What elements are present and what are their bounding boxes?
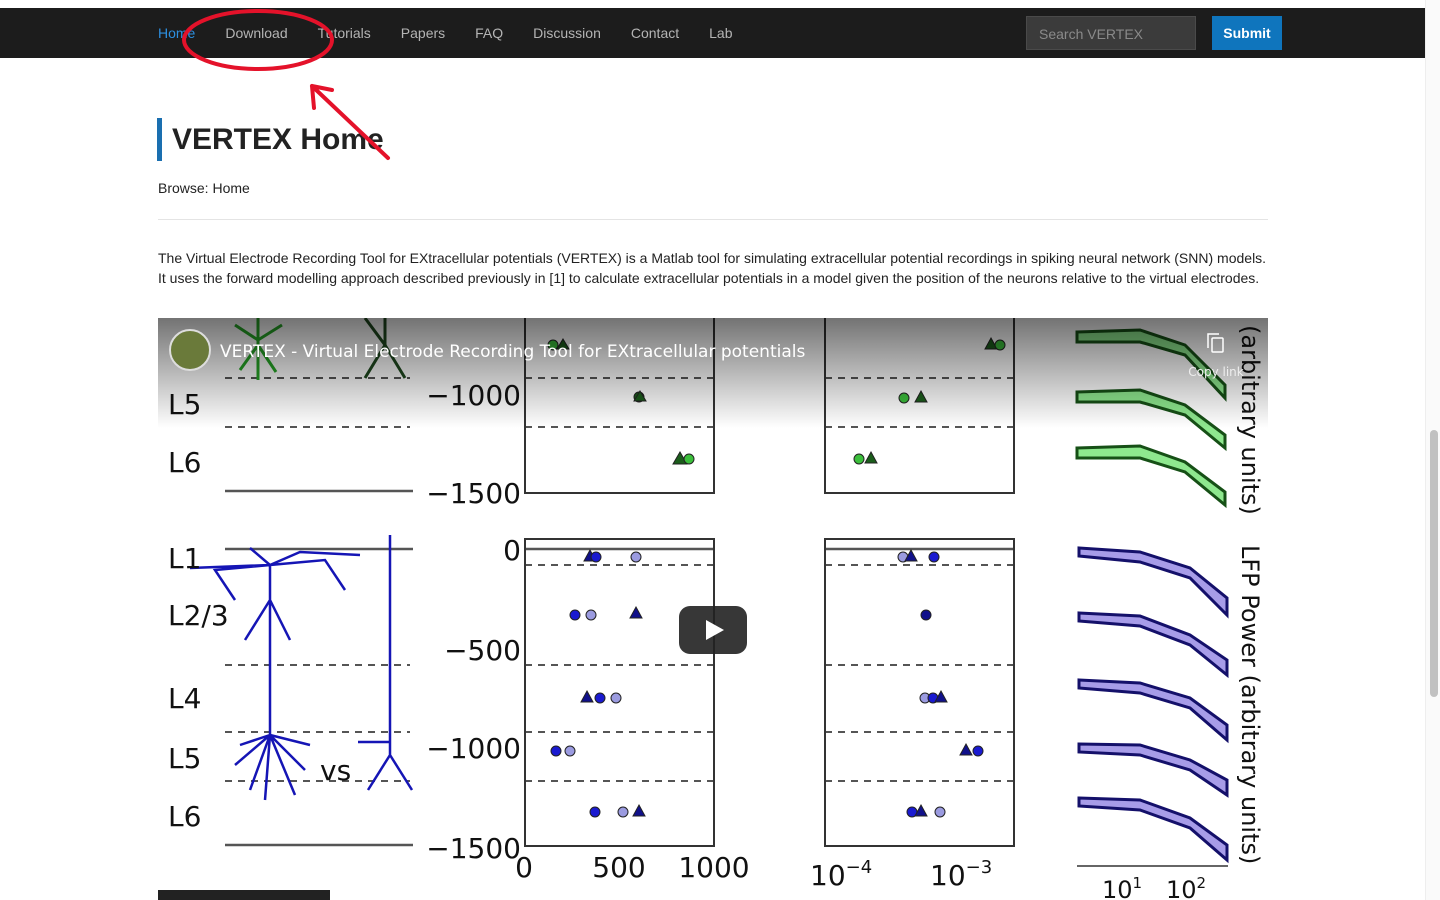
vs-label: vs (320, 754, 351, 787)
channel-avatar[interactable] (169, 329, 211, 371)
top-strip (0, 0, 1425, 8)
copy-icon[interactable] (1207, 333, 1224, 353)
freq-tick: 102 (1166, 874, 1206, 900)
magnitude-tick: 10−4 (810, 857, 872, 892)
nav-link[interactable]: Home (158, 25, 196, 41)
nav-link[interactable]: Tutorials (317, 25, 371, 41)
layer-label: L1 (168, 542, 201, 575)
video-bottom-bar (158, 890, 330, 900)
power-label: LFP Power (arbitrary units) (1236, 545, 1264, 864)
navbar: Home Download Tutorials Papers FAQ Discu… (0, 8, 1425, 58)
nav-links: Home Download Tutorials Papers FAQ Discu… (158, 8, 732, 58)
video-frame: L5 L6 L1 L2/3 L4 L5 L6 vs −1000 −1500 0 … (158, 318, 1268, 900)
depth-tick: −1500 (426, 477, 521, 510)
breadcrumb: Browse: Home (158, 180, 250, 196)
layer-label: L6 (168, 800, 201, 833)
depth-tick: −1000 (426, 732, 521, 765)
depth-tick: −500 (444, 634, 521, 667)
video-title[interactable]: VERTEX - Virtual Electrode Recording Too… (220, 342, 805, 362)
play-icon (706, 620, 724, 640)
scrollbar[interactable] (1425, 0, 1440, 900)
copy-link[interactable]: Copy link (1188, 365, 1244, 379)
layer-label: L2/3 (168, 599, 229, 632)
nav-link[interactable]: Download (225, 25, 288, 41)
submit-button[interactable]: Submit (1212, 16, 1282, 50)
video-embed[interactable]: L5 L6 L1 L2/3 L4 L5 L6 vs −1000 −1500 0 … (158, 318, 1268, 900)
range-tick: 1000 (678, 851, 749, 884)
neuron-drawing (189, 535, 414, 801)
nav-link[interactable]: Papers (400, 25, 446, 41)
nav-link[interactable]: FAQ (475, 25, 504, 41)
search-input[interactable]: Search VERTEX (1026, 16, 1196, 50)
range-tick: 500 (592, 851, 645, 884)
nav-link[interactable]: Contact (630, 25, 680, 41)
page-title: VERTEX Home (157, 118, 384, 161)
layer-label: L5 (168, 742, 201, 775)
freq-tick: 101 (1102, 874, 1142, 900)
nav-link[interactable]: Discussion (533, 25, 601, 41)
depth-tick: −1500 (426, 832, 521, 865)
title-overlay (158, 318, 1268, 428)
layer-label: L6 (168, 446, 201, 479)
intro-text: The Virtual Electrode Recording Tool for… (158, 250, 1267, 286)
depth-tick: 0 (503, 534, 521, 567)
nav-link[interactable]: Lab (709, 25, 733, 41)
layer-boundaries (225, 489, 1014, 847)
magnitude-tick: 10−3 (930, 857, 992, 892)
divider (158, 219, 1268, 220)
scroll-thumb[interactable] (1430, 430, 1438, 697)
range-tick: 0 (515, 851, 533, 884)
markers-blue (550, 548, 984, 818)
layer-label: L4 (168, 682, 201, 715)
